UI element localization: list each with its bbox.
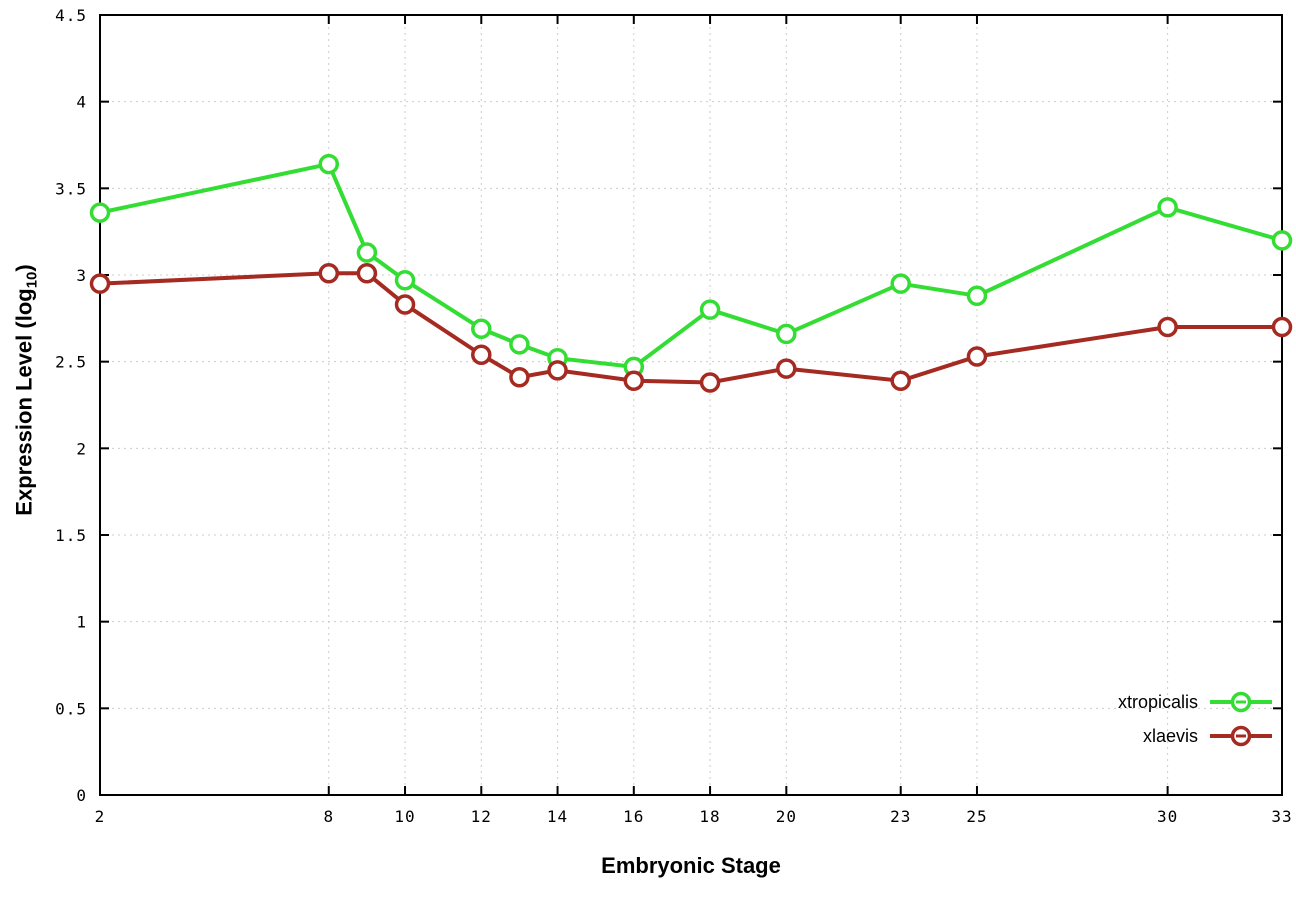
data-point-xtropicalis xyxy=(699,299,721,320)
data-point-xlaevis xyxy=(318,263,340,284)
x-tick-label: 23 xyxy=(890,807,911,826)
data-point-xtropicalis xyxy=(1157,197,1178,218)
data-point-xlaevis xyxy=(1157,316,1178,338)
data-point-xtropicalis xyxy=(89,202,111,223)
data-point-xtropicalis xyxy=(394,269,416,291)
y-axis-label: Expression Level (log10) xyxy=(11,264,40,515)
x-tick-label: 14 xyxy=(547,807,568,826)
data-point-xlaevis xyxy=(356,263,378,284)
x-tick-label: 12 xyxy=(471,807,492,826)
data-point-xlaevis xyxy=(890,370,911,391)
y-tick-label: 3 xyxy=(76,266,87,285)
y-tick-label: 0.5 xyxy=(55,699,87,718)
y-tick-label: 2.5 xyxy=(55,353,87,372)
x-tick-label: 20 xyxy=(776,807,797,826)
y-axis-label-prefix: Expression Level (log xyxy=(11,288,37,516)
data-point-xtropicalis xyxy=(471,318,492,339)
data-point-xlaevis xyxy=(1271,316,1293,338)
y-axis-label-suffix: ) xyxy=(11,264,37,272)
data-point-xlaevis xyxy=(966,346,988,367)
plot-border xyxy=(99,14,1283,796)
legend-label-xtropicalis: xtropicalis xyxy=(1118,692,1198,712)
x-tick-label: 30 xyxy=(1157,807,1178,826)
series-line-xlaevis xyxy=(98,271,1284,385)
data-point-xtropicalis xyxy=(776,323,797,345)
y-tick-label: 0 xyxy=(76,786,87,805)
data-point-xtropicalis xyxy=(509,334,530,355)
data-point-xtropicalis xyxy=(318,153,340,175)
data-point-xlaevis xyxy=(394,294,416,315)
data-point-xlaevis xyxy=(547,360,568,381)
y-tick-label: 1.5 xyxy=(55,526,87,545)
y-tick-label: 1 xyxy=(76,613,87,632)
y-tick-label: 4.5 xyxy=(55,6,87,25)
x-tick-label: 2 xyxy=(95,807,106,826)
x-axis-label: Embryonic Stage xyxy=(601,853,781,878)
x-tick-label: 18 xyxy=(699,807,720,826)
data-point-xlaevis xyxy=(509,367,530,388)
y-axis-label-subscript: 10 xyxy=(23,271,41,289)
data-point-xlaevis xyxy=(89,273,111,294)
legend-label-xlaevis: xlaevis xyxy=(1143,726,1198,746)
y-tick-label: 3.5 xyxy=(55,179,87,198)
data-point-xtropicalis xyxy=(356,242,378,263)
data-point-xtropicalis xyxy=(890,273,911,294)
x-tick-label: 10 xyxy=(394,807,415,826)
data-point-xlaevis xyxy=(471,344,492,365)
y-tick-label: 2 xyxy=(76,439,87,458)
y-tick-label: 4 xyxy=(76,93,87,112)
x-tick-label: 33 xyxy=(1271,807,1292,826)
x-tick-label: 8 xyxy=(323,807,334,826)
data-point-xlaevis xyxy=(623,370,645,391)
x-tick-label: 16 xyxy=(623,807,644,826)
data-point-xtropicalis xyxy=(966,285,988,307)
data-point-xlaevis xyxy=(776,358,797,379)
data-point-xlaevis xyxy=(699,372,721,393)
data-point-xtropicalis xyxy=(1271,230,1293,251)
x-tick-label: 25 xyxy=(966,807,987,826)
